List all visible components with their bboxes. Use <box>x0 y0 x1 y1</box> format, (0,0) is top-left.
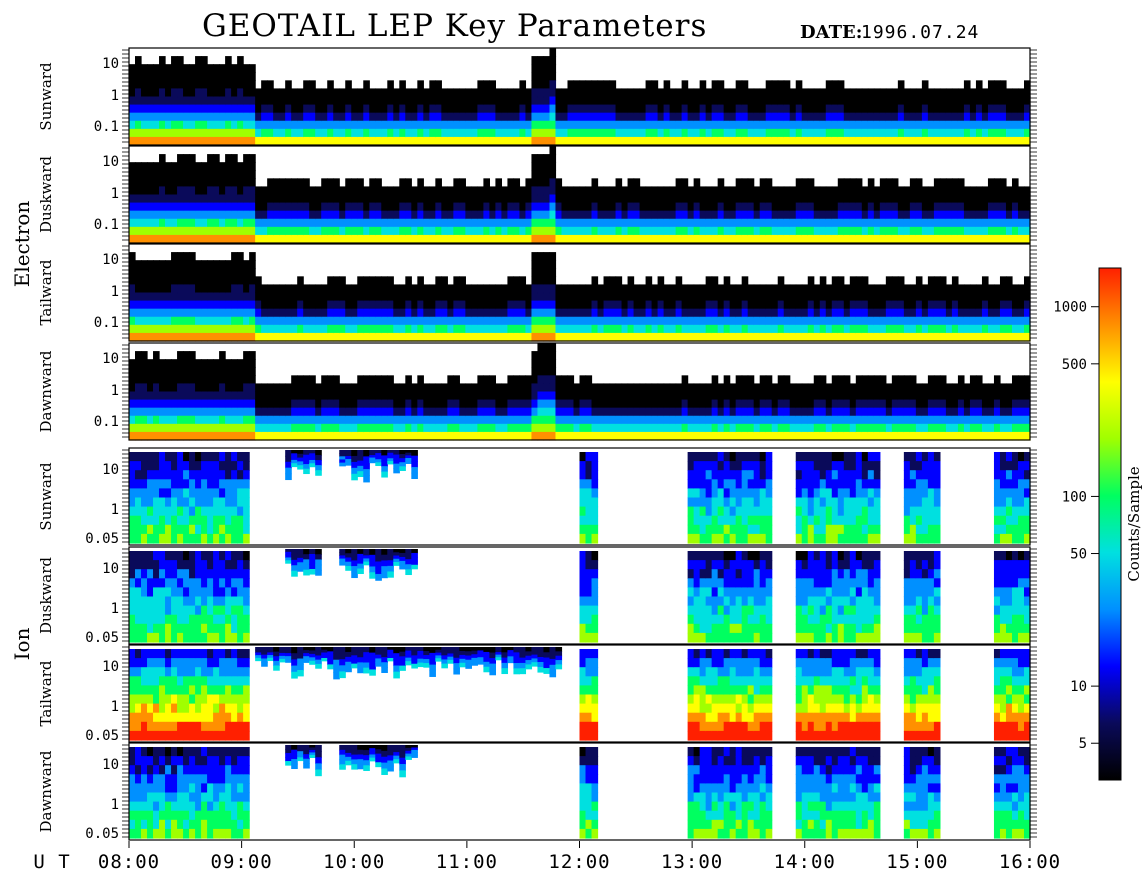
group-label-ion: Ion <box>10 627 34 660</box>
panel-frame <box>128 342 1031 441</box>
colorbar-tick-label: 5 <box>1079 736 1087 752</box>
direction-label-duskward: Duskward <box>37 156 55 233</box>
direction-label-tailward: Tailward <box>37 259 55 325</box>
y-tick-label: 0.05 <box>85 826 119 842</box>
y-tick-label: 10 <box>102 351 119 367</box>
panel-ion-duskward: 10 1 0.05 Duskward <box>37 546 1037 646</box>
direction-label-dawnward: Dawnward <box>37 350 55 432</box>
y-tick-label: 1 <box>111 797 119 813</box>
x-tick-label: 12:00 <box>548 851 610 873</box>
panel-frame <box>128 47 1031 146</box>
y-tick-label: 10 <box>102 154 119 170</box>
group-label-electron: Electron <box>10 201 34 288</box>
y-tick-label: 0.05 <box>85 630 119 646</box>
y-tick-label: 0.1 <box>94 315 119 331</box>
y-tick-label: 1 <box>111 699 119 715</box>
colorbar-gradient <box>1098 267 1122 781</box>
y-tick-label: 0.1 <box>94 217 119 233</box>
date-label: DATE: <box>800 22 863 43</box>
chart-title: GEOTAIL LEP Key Parameters <box>202 8 708 44</box>
y-tick-label: 1 <box>111 601 119 617</box>
direction-label-sunward: Sunward <box>37 462 55 531</box>
y-tick-label: 1 <box>111 502 119 518</box>
x-tick-label: 15:00 <box>886 851 948 873</box>
y-tick-label: 10 <box>102 659 119 675</box>
x-tick-label: 16:00 <box>999 851 1061 873</box>
x-tick-label: 14:00 <box>774 851 836 873</box>
y-tick-label: 1 <box>111 284 119 300</box>
y-tick-label: 1 <box>111 186 119 202</box>
y-tick-label: 10 <box>102 757 119 773</box>
colorbar-tick-label: 1000 <box>1053 300 1087 316</box>
panel-electron-sunward: 10 1 0.1 Sunward <box>37 47 1037 146</box>
y-tick-label: 1 <box>111 383 119 399</box>
y-tick-label: 0.1 <box>94 119 119 135</box>
panel-electron-dawnward: 10 1 0.1 Dawnward <box>37 342 1037 441</box>
y-tick-label: 10 <box>102 56 119 72</box>
direction-label-dawnward: Dawnward <box>37 750 55 832</box>
x-tick-label: 10:00 <box>323 851 385 873</box>
panel-frame <box>128 546 1031 645</box>
x-tick-label: 11:00 <box>436 851 498 873</box>
colorbar-tick-label: 10 <box>1070 679 1087 695</box>
colorbar-tick-label: 500 <box>1062 357 1087 373</box>
panel-frame <box>128 644 1031 743</box>
direction-label-duskward: Duskward <box>37 557 55 634</box>
panel-electron-duskward: 10 1 0.1 Duskward <box>37 145 1037 244</box>
direction-label-sunward: Sunward <box>37 62 55 131</box>
panel-ion-dawnward: 10 1 0.05 Dawnward <box>37 742 1037 842</box>
direction-label-tailward: Tailward <box>37 660 55 726</box>
panel-ion-tailward: 10 1 0.05 Tailward <box>37 644 1037 744</box>
x-axis-unit-label: U T <box>33 851 70 873</box>
y-tick-label: 10 <box>102 561 119 577</box>
y-tick-label: 10 <box>102 462 119 478</box>
panel-frame <box>128 742 1031 841</box>
y-tick-label: 0.1 <box>94 414 119 430</box>
panel-frame <box>128 447 1031 546</box>
panel-frame <box>128 243 1031 342</box>
x-tick-label: 09:00 <box>211 851 273 873</box>
x-tick-label: 13:00 <box>661 851 723 873</box>
date-value: 1996.07.24 <box>861 22 980 43</box>
panel-ion-sunward: 10 1 0.05 Sunward <box>37 447 1037 547</box>
panel-frame <box>128 145 1031 244</box>
y-tick-label: 1 <box>111 88 119 104</box>
y-tick-label: 0.05 <box>85 531 119 547</box>
colorbar-tick-label: 50 <box>1070 547 1087 563</box>
panel-electron-tailward: 10 1 0.1 Tailward <box>37 243 1037 342</box>
colorbar-label: Counts/Sample <box>1125 466 1142 581</box>
y-tick-label: 0.05 <box>85 728 119 744</box>
y-tick-label: 10 <box>102 252 119 268</box>
x-tick-label: 08:00 <box>98 851 160 873</box>
colorbar-tick-label: 100 <box>1062 489 1087 505</box>
